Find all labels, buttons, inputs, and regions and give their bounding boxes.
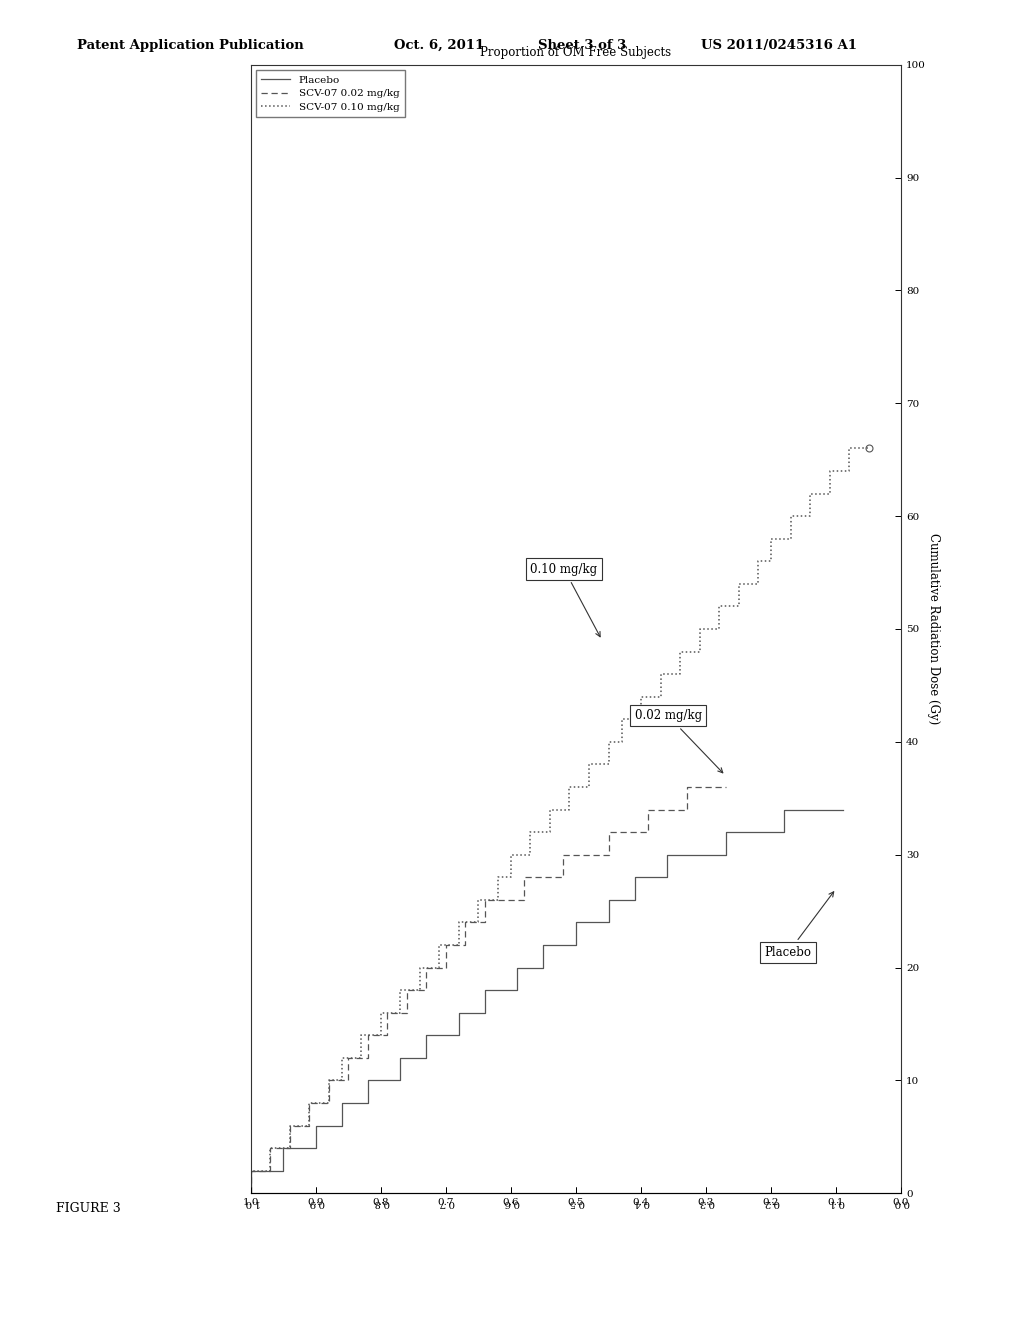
Line: SCV-07 0.02 mg/kg: SCV-07 0.02 mg/kg [251,787,726,1193]
SCV-07 0.10 mg/kg [355,1049,368,1065]
SCV-07 0.10 mg/kg [323,1096,335,1111]
Placebo [660,870,673,886]
SCV-07 0.02 mg/kg [518,892,530,908]
SCV-07 0.02 mg/kg [680,801,692,817]
Text: FIGURE 3: FIGURE 3 [56,1201,121,1214]
SCV-07 0.10 mg/kg [433,960,445,975]
SCV-07 0.10 mg/kg [394,1005,407,1020]
SCV-07 0.02 mg/kg [400,1005,413,1020]
SCV-07 0.10 mg/kg [544,824,556,840]
SCV-07 0.02 mg/kg [641,824,653,840]
Placebo [778,824,791,840]
SCV-07 0.10 mg/kg [583,779,595,795]
Text: Patent Application Publication: Patent Application Publication [77,38,303,51]
Placebo [511,982,523,998]
Line: Placebo: Placebo [251,809,843,1193]
Placebo [336,1118,348,1134]
SCV-07 0.10 mg/kg [563,801,575,817]
Placebo [479,1005,492,1020]
Placebo [361,1096,374,1111]
Placebo [538,960,550,975]
Line: SCV-07 0.10 mg/kg: SCV-07 0.10 mg/kg [251,449,868,1193]
SCV-07 0.10 mg/kg [713,622,725,638]
SCV-07 0.10 mg/kg [765,553,777,569]
SCV-07 0.10 mg/kg [303,1118,315,1134]
SCV-07 0.02 mg/kg [284,1140,296,1156]
SCV-07 0.10 mg/kg [414,982,426,998]
Text: Oct. 6, 2011: Oct. 6, 2011 [394,38,484,51]
Placebo [453,1027,465,1043]
SCV-07 0.02 mg/kg [479,915,492,931]
SCV-07 0.10 mg/kg [492,892,504,908]
SCV-07 0.10 mg/kg [284,1140,296,1156]
Placebo [629,892,641,908]
Text: Sheet 3 of 3: Sheet 3 of 3 [538,38,626,51]
Text: US 2011/0245316 A1: US 2011/0245316 A1 [701,38,857,51]
SCV-07 0.10 mg/kg [245,1185,257,1201]
SCV-07 0.10 mg/kg [804,508,816,524]
SCV-07 0.10 mg/kg [843,463,855,479]
Placebo [569,937,582,953]
SCV-07 0.02 mg/kg [264,1163,276,1179]
Legend: Placebo, SCV-07 0.02 mg/kg, SCV-07 0.10 mg/kg: Placebo, SCV-07 0.02 mg/kg, SCV-07 0.10 … [256,70,404,117]
SCV-07 0.10 mg/kg [635,711,647,727]
Placebo [278,1163,290,1179]
SCV-07 0.10 mg/kg [524,847,537,863]
SCV-07 0.10 mg/kg [784,531,797,546]
SCV-07 0.02 mg/kg [361,1049,374,1065]
SCV-07 0.02 mg/kg [602,847,614,863]
SCV-07 0.02 mg/kg [323,1096,335,1111]
SCV-07 0.02 mg/kg [460,937,472,953]
SCV-07 0.02 mg/kg [303,1118,315,1134]
SCV-07 0.10 mg/kg [505,870,517,886]
SCV-07 0.10 mg/kg [264,1163,276,1179]
Text: 0.02 mg/kg: 0.02 mg/kg [635,709,723,772]
Placebo [837,801,849,817]
SCV-07 0.10 mg/kg [336,1072,348,1088]
SCV-07 0.10 mg/kg [674,667,686,682]
SCV-07 0.10 mg/kg [654,689,667,705]
SCV-07 0.02 mg/kg [557,870,569,886]
SCV-07 0.10 mg/kg [693,644,706,660]
SCV-07 0.10 mg/kg [602,756,614,772]
SCV-07 0.02 mg/kg [381,1027,393,1043]
X-axis label: Proportion of OM Free Subjects: Proportion of OM Free Subjects [480,46,672,59]
Placebo [602,915,614,931]
Text: Placebo: Placebo [765,892,834,960]
Placebo [394,1072,407,1088]
SCV-07 0.10 mg/kg [823,486,836,502]
SCV-07 0.02 mg/kg [245,1185,257,1201]
Y-axis label: Cumulative Radiation Dose (Gy): Cumulative Radiation Dose (Gy) [927,533,940,725]
SCV-07 0.10 mg/kg [472,915,484,931]
SCV-07 0.02 mg/kg [440,960,453,975]
SCV-07 0.10 mg/kg [862,441,874,457]
SCV-07 0.10 mg/kg [732,598,744,614]
Placebo [309,1140,322,1156]
SCV-07 0.10 mg/kg [752,576,764,591]
Placebo [720,847,732,863]
SCV-07 0.10 mg/kg [453,937,465,953]
SCV-07 0.10 mg/kg [375,1027,387,1043]
SCV-07 0.10 mg/kg [615,734,628,750]
Text: 0.10 mg/kg: 0.10 mg/kg [530,562,600,636]
Placebo [420,1049,432,1065]
Placebo [245,1185,257,1201]
SCV-07 0.02 mg/kg [342,1072,354,1088]
SCV-07 0.02 mg/kg [720,779,732,795]
SCV-07 0.02 mg/kg [420,982,432,998]
